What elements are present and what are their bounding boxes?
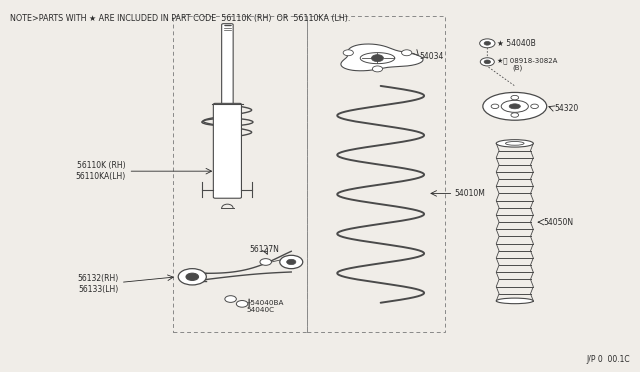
Bar: [173, 16, 307, 333]
Ellipse shape: [483, 92, 547, 120]
Text: 56132(RH)
56133(LH): 56132(RH) 56133(LH): [77, 274, 119, 294]
Text: 56110K (RH)
56110KA(LH): 56110K (RH) 56110KA(LH): [75, 161, 125, 181]
Circle shape: [480, 58, 494, 66]
Polygon shape: [360, 52, 395, 64]
Text: NOTE>PARTS WITH ★ ARE INCLUDED IN PART CODE  56110K (RH)  OR  56110KA (LH).: NOTE>PARTS WITH ★ ARE INCLUDED IN PART C…: [10, 14, 351, 23]
Text: ╂54040BA: ╂54040BA: [246, 299, 284, 307]
Text: (B): (B): [513, 64, 523, 71]
Text: 54034: 54034: [419, 52, 444, 61]
Circle shape: [225, 296, 236, 302]
Circle shape: [484, 41, 490, 45]
Circle shape: [511, 113, 518, 117]
FancyBboxPatch shape: [221, 24, 233, 106]
Circle shape: [280, 255, 303, 269]
Text: J/P 0  00.1C: J/P 0 00.1C: [586, 355, 630, 364]
Ellipse shape: [496, 298, 533, 304]
Circle shape: [186, 273, 198, 280]
Circle shape: [260, 259, 271, 265]
FancyBboxPatch shape: [213, 103, 241, 198]
Circle shape: [236, 301, 248, 307]
Circle shape: [491, 104, 499, 109]
Circle shape: [479, 39, 495, 48]
Polygon shape: [341, 44, 423, 71]
Text: 54050N: 54050N: [543, 218, 573, 227]
Circle shape: [511, 95, 518, 100]
Text: 56127N: 56127N: [250, 244, 280, 253]
Text: 54040C: 54040C: [246, 307, 275, 313]
Circle shape: [178, 269, 206, 285]
Circle shape: [372, 66, 383, 72]
Circle shape: [371, 55, 383, 62]
Text: 54010M: 54010M: [454, 189, 485, 198]
Circle shape: [287, 259, 296, 264]
Text: ★ 54040B: ★ 54040B: [497, 39, 536, 48]
Ellipse shape: [501, 100, 529, 112]
Circle shape: [343, 50, 353, 56]
Circle shape: [531, 104, 538, 109]
Ellipse shape: [509, 104, 520, 109]
Circle shape: [401, 50, 412, 56]
Circle shape: [484, 60, 490, 64]
Ellipse shape: [496, 140, 533, 147]
Text: 54320: 54320: [554, 104, 579, 113]
Text: ★Ⓝ 08918-3082A: ★Ⓝ 08918-3082A: [497, 57, 557, 64]
Bar: [307, 16, 445, 333]
